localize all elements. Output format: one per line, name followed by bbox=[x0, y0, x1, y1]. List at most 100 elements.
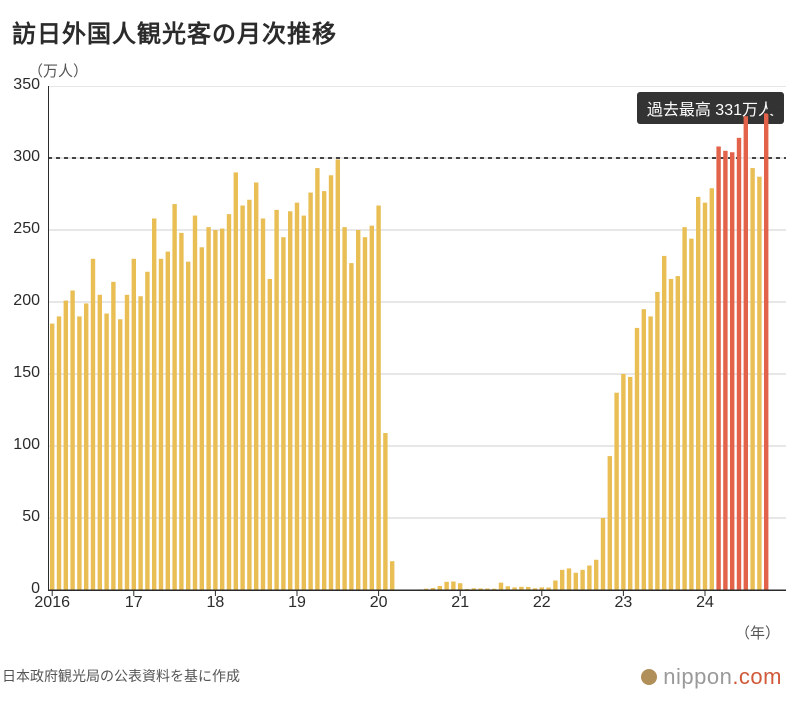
bar bbox=[50, 324, 54, 590]
bar bbox=[152, 218, 156, 590]
bar bbox=[281, 237, 285, 590]
bar bbox=[662, 256, 666, 590]
bar bbox=[723, 151, 727, 590]
x-tick-label: 23 bbox=[614, 594, 632, 612]
bar bbox=[302, 216, 306, 590]
bar bbox=[227, 214, 231, 590]
x-tick-label: 18 bbox=[206, 594, 224, 612]
bar bbox=[689, 239, 693, 590]
x-tick-label: 2016 bbox=[34, 594, 70, 612]
x-tick-label: 19 bbox=[288, 594, 306, 612]
bar bbox=[186, 262, 190, 590]
brand-logo: nippon.com bbox=[641, 664, 782, 690]
bar bbox=[737, 138, 741, 590]
x-tick-label: 22 bbox=[533, 594, 551, 612]
bar bbox=[274, 210, 278, 590]
bar bbox=[295, 203, 299, 590]
bar bbox=[125, 295, 129, 590]
bar bbox=[376, 206, 380, 590]
bar bbox=[710, 188, 714, 590]
brand-dot-icon bbox=[641, 669, 657, 685]
bar bbox=[268, 279, 272, 590]
bar bbox=[635, 328, 639, 590]
x-tick-label: 21 bbox=[451, 594, 469, 612]
bar bbox=[91, 259, 95, 590]
y-tick-label: 150 bbox=[0, 364, 40, 382]
bar bbox=[315, 168, 319, 590]
bar bbox=[308, 193, 312, 590]
bar bbox=[764, 113, 768, 590]
bar bbox=[288, 211, 292, 590]
bar bbox=[363, 237, 367, 590]
y-tick-label: 200 bbox=[0, 292, 40, 310]
bar bbox=[356, 230, 360, 590]
bar bbox=[370, 226, 374, 590]
bar bbox=[553, 580, 557, 590]
bar bbox=[70, 290, 74, 590]
bar bbox=[104, 314, 108, 590]
bar bbox=[200, 247, 204, 590]
y-tick-label: 350 bbox=[0, 76, 40, 94]
bar bbox=[499, 583, 503, 590]
bar bbox=[145, 272, 149, 590]
bar bbox=[451, 582, 455, 590]
bar bbox=[642, 309, 646, 590]
bar bbox=[628, 377, 632, 590]
bar bbox=[601, 518, 605, 590]
bar bbox=[648, 316, 652, 590]
bar bbox=[138, 296, 142, 590]
brand-prefix: nippon bbox=[663, 664, 732, 690]
bar bbox=[166, 252, 170, 590]
bar bbox=[77, 316, 81, 590]
bar bbox=[669, 279, 673, 590]
x-axis-unit: （年） bbox=[735, 622, 780, 643]
bar bbox=[608, 456, 612, 590]
chart-title: 訪日外国人観光客の月次推移 bbox=[12, 14, 337, 49]
bar bbox=[57, 316, 61, 590]
x-tick-label: 20 bbox=[370, 594, 388, 612]
bar bbox=[179, 233, 183, 590]
bar bbox=[703, 203, 707, 590]
bar bbox=[696, 197, 700, 590]
bar bbox=[594, 560, 598, 590]
bar bbox=[716, 146, 720, 590]
bar bbox=[342, 227, 346, 590]
figure-container: 訪日外国人観光客の月次推移 （万人） 050100150200250300350… bbox=[0, 0, 798, 702]
bar bbox=[118, 319, 122, 590]
bar bbox=[682, 227, 686, 590]
x-tick-label: 17 bbox=[125, 594, 143, 612]
bar bbox=[580, 570, 584, 590]
bar bbox=[213, 230, 217, 590]
bar bbox=[676, 276, 680, 590]
bar bbox=[240, 206, 244, 590]
bar bbox=[159, 259, 163, 590]
chart-svg bbox=[48, 86, 786, 616]
y-tick-label: 250 bbox=[0, 220, 40, 238]
bar bbox=[329, 175, 333, 590]
bar bbox=[567, 568, 571, 590]
bar bbox=[560, 570, 564, 590]
y-tick-label: 50 bbox=[0, 508, 40, 526]
brand-accent: .com bbox=[732, 664, 782, 690]
bar bbox=[349, 263, 353, 590]
bar bbox=[383, 433, 387, 590]
bar bbox=[390, 561, 394, 590]
bar bbox=[614, 393, 618, 590]
bar bbox=[132, 259, 136, 590]
bar bbox=[621, 374, 625, 590]
bar bbox=[111, 282, 115, 590]
x-tick-label: 24 bbox=[696, 594, 714, 612]
bar bbox=[744, 116, 748, 590]
bar bbox=[458, 583, 462, 590]
bar bbox=[574, 573, 578, 590]
bar bbox=[730, 152, 734, 590]
bar bbox=[261, 218, 265, 590]
bar bbox=[254, 182, 258, 590]
bar bbox=[587, 566, 591, 590]
bar bbox=[750, 168, 754, 590]
bar bbox=[220, 229, 224, 590]
bar bbox=[172, 204, 176, 590]
bar bbox=[247, 200, 251, 590]
source-note: 日本政府観光局の公表資料を基に作成 bbox=[2, 666, 240, 686]
bar bbox=[234, 172, 238, 590]
